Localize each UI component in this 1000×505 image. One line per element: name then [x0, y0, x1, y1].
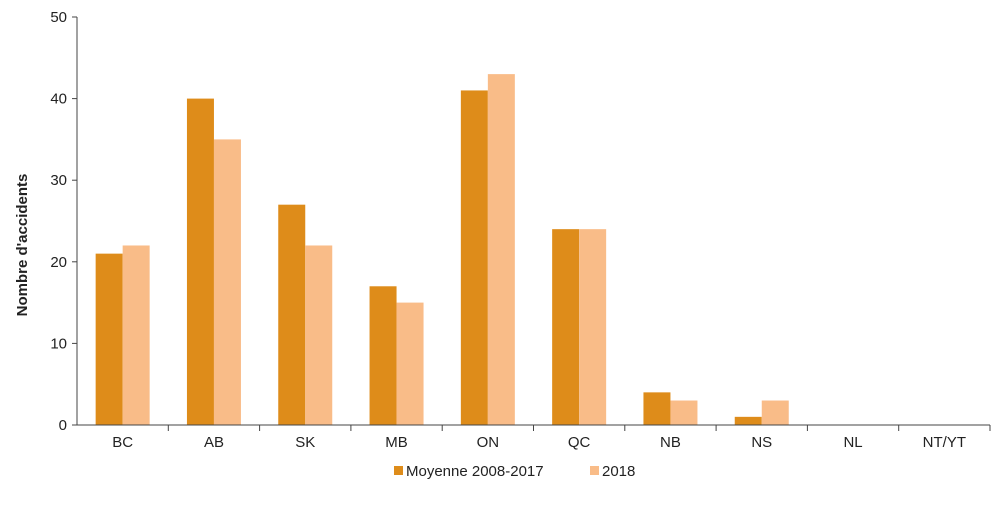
y-tick-label: 20	[50, 254, 67, 271]
legend-label: Moyenne 2008-2017	[406, 463, 544, 480]
x-tick-label: AB	[204, 434, 224, 451]
bar-sk-series-1	[305, 245, 333, 425]
x-tick-label: NT/YT	[923, 434, 966, 451]
legend-label: 2018	[602, 463, 635, 480]
bar-qc-series-1	[579, 229, 607, 425]
x-tick-label: SK	[295, 434, 315, 451]
bar-nb-series-1	[670, 400, 698, 425]
x-tick-label: NL	[843, 434, 862, 451]
legend-swatch	[590, 466, 599, 475]
bar-mb-series-0	[369, 286, 397, 425]
bars-group	[95, 74, 789, 426]
bar-nb-series-0	[643, 392, 671, 425]
bar-bc-series-1	[122, 245, 150, 425]
y-tick-label: 30	[50, 172, 67, 189]
bar-bc-series-0	[95, 253, 123, 425]
bar-ab-series-1	[213, 139, 241, 425]
x-tick-label: ON	[477, 434, 500, 451]
x-tick-label: MB	[385, 434, 408, 451]
bar-qc-series-0	[552, 229, 580, 425]
x-tick-label: NB	[660, 434, 681, 451]
axes-group: BC AB SK MB ON QC NB NS NL NT/YT 0 10 20 30 40 50	[50, 9, 991, 451]
bar-ns-series-0	[734, 416, 762, 425]
y-tick-label: 50	[50, 9, 67, 26]
bar-ns-series-1	[761, 400, 789, 425]
y-tick-label: 40	[50, 91, 67, 108]
x-tick-label: BC	[112, 434, 133, 451]
y-tick-label: 0	[59, 417, 67, 434]
bar-on-series-0	[460, 90, 488, 425]
bar-on-series-1	[487, 74, 515, 426]
bar-ab-series-0	[186, 98, 214, 425]
y-tick-label: 10	[50, 335, 67, 352]
bar-mb-series-1	[396, 302, 424, 425]
y-axis-label: Nombre d'accidents	[14, 174, 31, 317]
x-tick-label: NS	[751, 434, 772, 451]
legend: Moyenne 2008-2017 2018	[394, 463, 635, 480]
x-tick-label: QC	[568, 434, 591, 451]
bar-sk-series-0	[278, 204, 306, 425]
legend-swatch	[394, 466, 403, 475]
